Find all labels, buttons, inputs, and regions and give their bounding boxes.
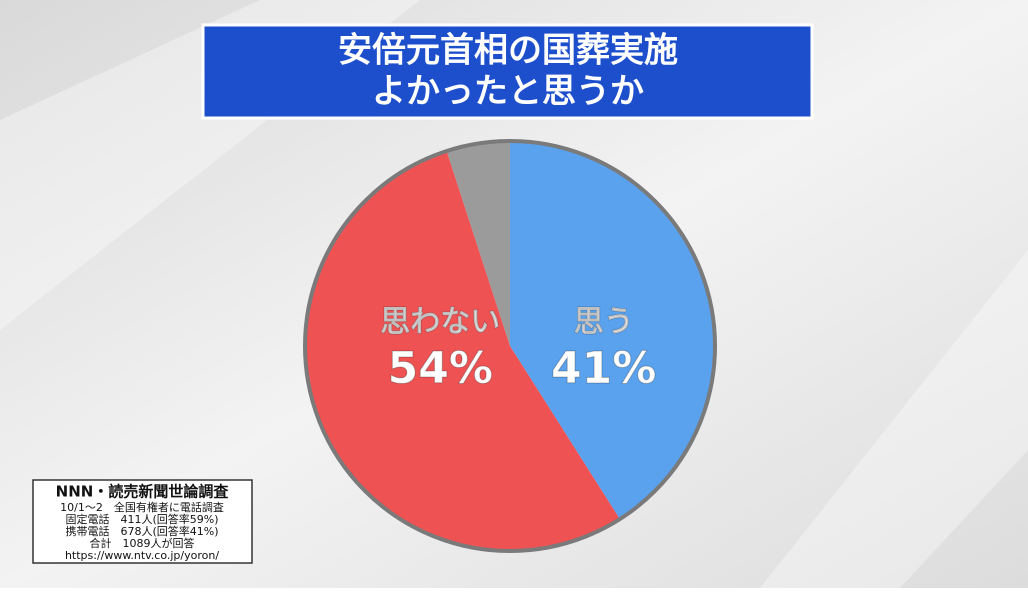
slice-label: 思う: [574, 305, 634, 340]
pie-slice: [304, 151, 620, 552]
bg-shape: [760, 250, 1028, 588]
title-line: よかったと思うか: [372, 72, 644, 112]
title-box: [201, 23, 814, 120]
slice-value-label: 54%: [388, 343, 493, 394]
source-line: 携帯電話 678人(回答率41%): [65, 524, 218, 538]
source-line: https://www.ntv.co.jp/yoron/: [65, 549, 219, 562]
source-title: NNN・読売新聞世論調査: [56, 483, 230, 501]
slice-value-label: 41%: [551, 343, 656, 394]
source-line: 固定電話 411人(回答率59%): [65, 512, 218, 526]
source-box: [32, 479, 253, 564]
pie-slice: [446, 141, 510, 346]
title-line: 安倍元首相の国葬実施: [338, 31, 678, 71]
pie-slice: [510, 141, 715, 520]
slice-label: 思わない: [380, 305, 500, 340]
source-line: 合計 1089人が回答: [90, 536, 195, 550]
source-line: 10/1〜2 全国有権者に電話調査: [60, 500, 224, 514]
pie-border: [303, 139, 717, 553]
